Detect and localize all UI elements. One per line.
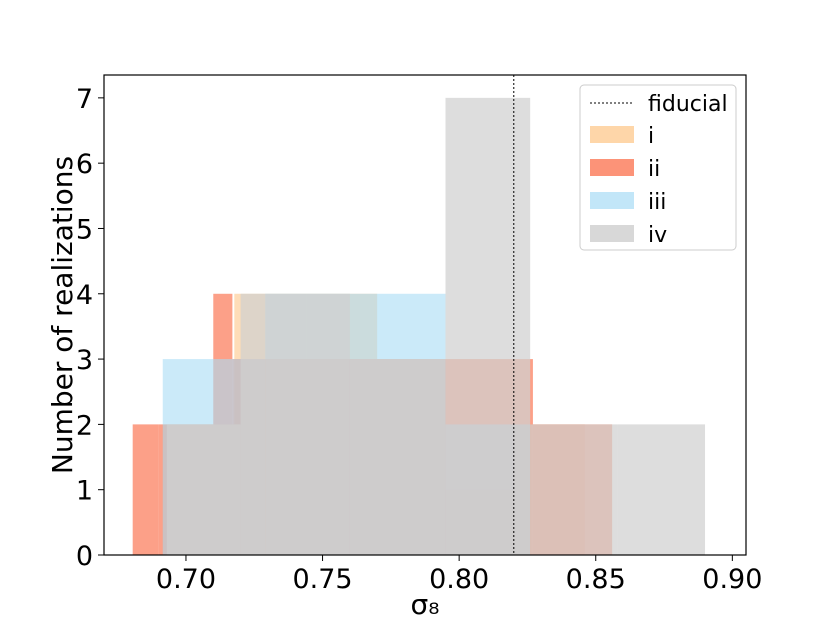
y-tick-label-6: 6 — [76, 149, 93, 180]
bar-iv-3 — [445, 97, 531, 555]
legend-swatch-i — [590, 126, 634, 143]
y-tick-label-3: 3 — [76, 345, 93, 376]
y-tick-label-7: 7 — [76, 84, 93, 115]
legend-swatch-ii — [590, 159, 634, 176]
y-tick-label-5: 5 — [76, 214, 93, 245]
legend-label-iv: iv — [648, 223, 667, 248]
bar-iv-2 — [349, 359, 446, 555]
y-tick-label-4: 4 — [76, 280, 93, 311]
legend-label-fiducial: fiducial — [648, 92, 728, 117]
histogram-bars — [132, 97, 706, 555]
y-axis-label: Number of realizations — [46, 156, 79, 474]
x-axis-label: σ₈ — [411, 588, 440, 621]
bar-iv-5 — [617, 424, 706, 555]
y-tick-label-0: 0 — [76, 541, 93, 572]
legend-swatch-iv — [590, 225, 634, 242]
bar-iv-1 — [240, 293, 350, 555]
y-tick-label-2: 2 — [76, 410, 93, 441]
x-tick-label-1: 0.75 — [292, 564, 352, 595]
x-tick-label-3: 0.85 — [566, 564, 626, 595]
y-tick-label-1: 1 — [76, 476, 93, 507]
x-tick-label-2: 0.80 — [429, 564, 489, 595]
legend-label-iii: iii — [648, 190, 666, 215]
bar-iv-4 — [530, 424, 618, 555]
bar-ii-0 — [132, 424, 159, 555]
x-tick-label-4: 0.90 — [702, 564, 762, 595]
bar-iv-0 — [166, 424, 241, 555]
legend-swatch-iii — [590, 192, 634, 209]
axis-ticks: 0.70 0.75 0.80 0.85 0.90 0 1 2 3 4 5 6 7 — [76, 84, 763, 595]
legend-label-i: i — [648, 124, 654, 149]
legend-label-ii: ii — [648, 157, 660, 182]
plot-frame — [103, 74, 747, 556]
x-tick-label-0: 0.70 — [156, 564, 216, 595]
